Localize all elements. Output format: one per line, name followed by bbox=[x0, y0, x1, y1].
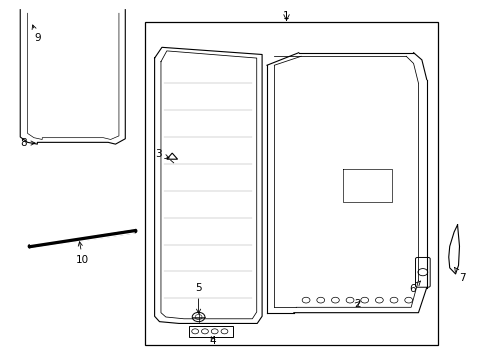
Text: 10: 10 bbox=[76, 242, 89, 265]
FancyBboxPatch shape bbox=[189, 325, 233, 337]
Text: 5: 5 bbox=[196, 283, 202, 313]
Text: 1: 1 bbox=[283, 11, 290, 21]
Text: 6: 6 bbox=[409, 281, 420, 294]
FancyBboxPatch shape bbox=[416, 257, 430, 287]
Text: 3: 3 bbox=[155, 149, 169, 159]
Text: 4: 4 bbox=[210, 336, 217, 346]
Text: 9: 9 bbox=[32, 25, 41, 43]
Text: 2: 2 bbox=[354, 299, 361, 309]
FancyBboxPatch shape bbox=[145, 22, 438, 345]
Text: 8: 8 bbox=[20, 138, 35, 148]
Text: 7: 7 bbox=[455, 267, 466, 283]
